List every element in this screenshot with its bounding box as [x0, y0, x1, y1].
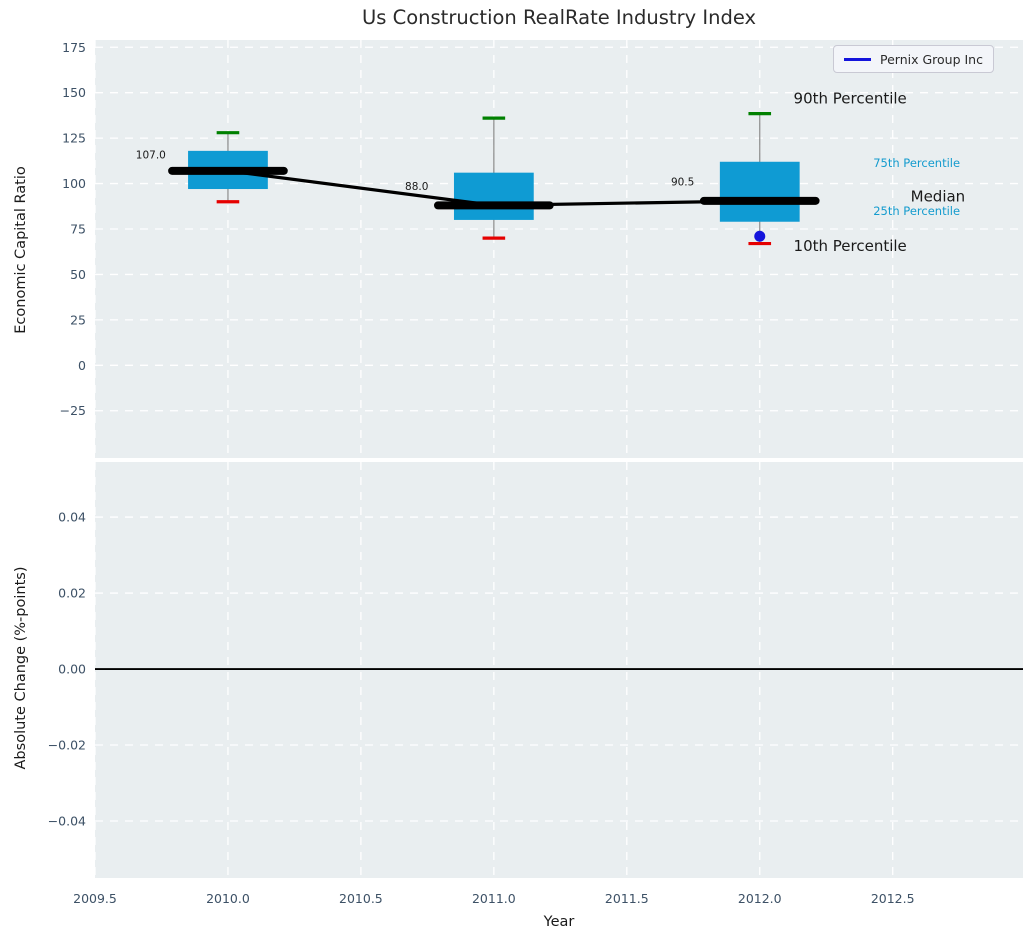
x-tick-label: 2011.5: [605, 891, 649, 906]
company-point: [754, 230, 766, 242]
y-tick-label: 50: [70, 267, 86, 282]
annotation-90-5: 90.5: [671, 177, 694, 189]
y-tick-label: 25: [70, 312, 86, 327]
annotation-25th-percentile: 25th Percentile: [873, 204, 960, 218]
legend: Pernix Group Inc: [833, 45, 994, 73]
annotation-90th-percentile: 90th Percentile: [794, 90, 907, 108]
y-tick-label: 0.02: [58, 586, 86, 601]
bottom-y-axis-label: Absolute Change (%-points): [13, 566, 29, 770]
box-2011: [453, 172, 534, 220]
x-tick-label: 2011.0: [472, 891, 516, 906]
box-2012: [719, 161, 800, 222]
top-y-axis-label: Economic Capital Ratio: [13, 166, 29, 334]
annotation-107-0: 107.0: [136, 149, 166, 161]
x-axis-label: Year: [543, 914, 575, 930]
y-tick-label: 75: [70, 222, 86, 237]
y-tick-label: 0.00: [58, 662, 86, 677]
chart-title: Us Construction RealRate Industry Index: [361, 6, 757, 29]
x-tick-label: 2009.5: [73, 891, 117, 906]
annotation-10th-percentile: 10th Percentile: [794, 237, 907, 255]
x-tick-label: 2012.0: [738, 891, 782, 906]
legend-label: Pernix Group Inc: [880, 51, 983, 67]
plot-background: [95, 462, 1023, 878]
y-tick-label: −25: [60, 403, 86, 418]
x-tick-label: 2010.5: [339, 891, 383, 906]
legend-line-sample-icon: [844, 57, 871, 61]
y-tick-label: 0.04: [58, 510, 86, 525]
y-tick-label: 175: [62, 40, 86, 55]
y-tick-label: 125: [62, 131, 86, 146]
x-tick-label: 2010.0: [206, 891, 250, 906]
annotation-88-0: 88.0: [405, 181, 428, 193]
plot-background: [95, 40, 1023, 458]
annotation-75th-percentile: 75th Percentile: [873, 156, 960, 170]
y-tick-label: −0.02: [48, 738, 86, 753]
x-tick-label: 2012.5: [871, 891, 915, 906]
y-tick-label: 0: [78, 358, 86, 373]
y-tick-label: −0.04: [48, 814, 86, 829]
annotation-median: Median: [911, 188, 966, 206]
y-tick-label: 150: [62, 85, 86, 100]
y-tick-label: 100: [62, 176, 86, 191]
